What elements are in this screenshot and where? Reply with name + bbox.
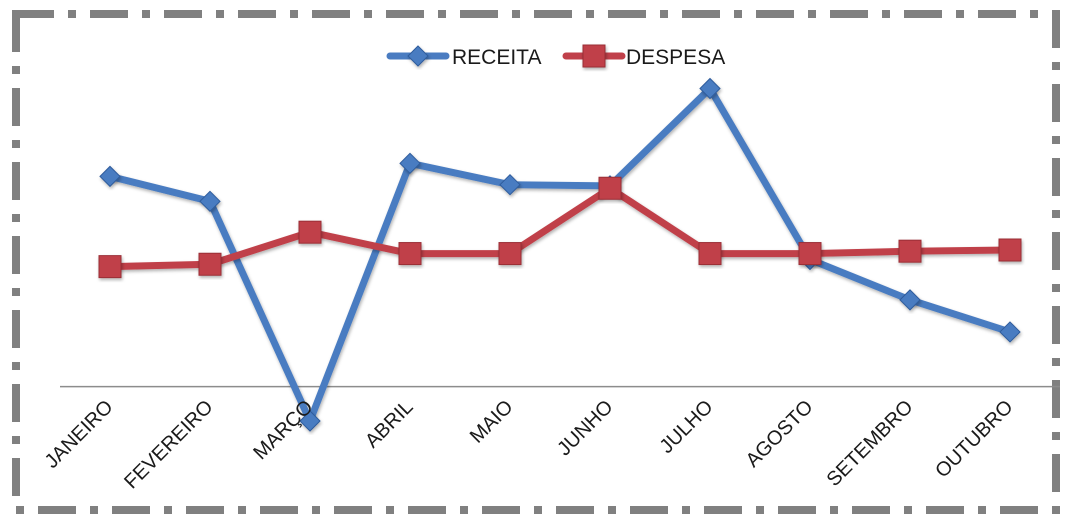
data-point-despesa bbox=[598, 176, 622, 200]
x-tick-label: JUNHO bbox=[553, 396, 617, 460]
data-point-despesa bbox=[898, 239, 922, 263]
data-point-receita bbox=[99, 165, 121, 188]
data-point-despesa bbox=[698, 242, 722, 266]
x-tick-label: JANEIRO bbox=[41, 396, 118, 473]
data-point-despesa bbox=[198, 252, 222, 276]
data-point-receita bbox=[299, 410, 321, 432]
data-point-receita bbox=[499, 173, 521, 196]
series-group bbox=[98, 77, 1022, 432]
series-despesa bbox=[98, 176, 1022, 279]
legend-label-despesa: DESPESA bbox=[626, 46, 725, 69]
legend-item-despesa: DESPESA bbox=[562, 44, 725, 69]
x-tick-labels: JANEIRO FEVEREIRO MARÇO ABRIL MAIO JUNHO JULHO… bbox=[41, 396, 1018, 493]
legend-item-receita: RECEITA bbox=[386, 45, 541, 69]
legend: RECEITA DESPESA bbox=[386, 44, 725, 69]
data-point-despesa bbox=[298, 220, 322, 244]
x-tick-label: SETEMBRO bbox=[823, 396, 918, 491]
x-tick-label: AGOSTO bbox=[742, 396, 818, 472]
x-tick-label: OUTUBRO bbox=[931, 396, 1017, 482]
chart-border-rect bbox=[12, 10, 1060, 514]
data-point-receita bbox=[999, 321, 1021, 343]
data-point-despesa bbox=[498, 242, 522, 266]
x-tick-label: JULHO bbox=[656, 396, 718, 458]
x-tick-label: FEVEREIRO bbox=[120, 396, 217, 493]
data-point-receita bbox=[199, 190, 221, 213]
legend-marker-despesa bbox=[582, 44, 606, 68]
series-line-despesa bbox=[106, 184, 1014, 271]
data-point-receita bbox=[399, 152, 421, 175]
data-point-receita bbox=[899, 289, 921, 311]
legend-marker-receita bbox=[407, 45, 429, 67]
x-tick-label: MARÇO bbox=[249, 396, 317, 464]
x-tick-label: MAIO bbox=[466, 396, 518, 448]
chart-border bbox=[12, 10, 1060, 514]
data-point-despesa bbox=[398, 242, 422, 266]
data-point-despesa bbox=[998, 238, 1022, 262]
series-line-receita bbox=[106, 85, 1014, 425]
x-tick-label: ABRIL bbox=[361, 396, 417, 452]
data-point-receita bbox=[699, 77, 721, 100]
data-point-despesa bbox=[98, 255, 122, 279]
data-point-despesa bbox=[798, 242, 822, 266]
legend-label-receita: RECEITA bbox=[452, 46, 541, 69]
